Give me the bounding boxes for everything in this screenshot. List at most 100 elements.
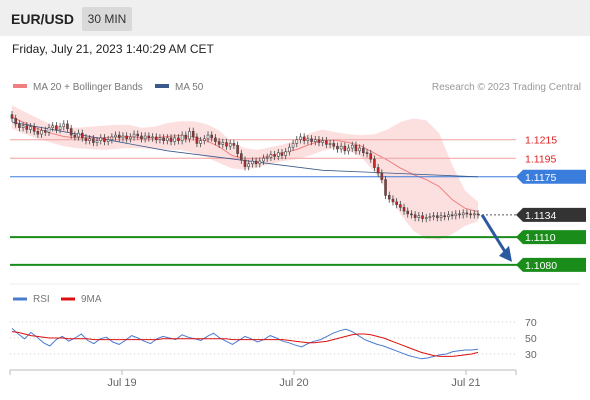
candle-down	[325, 140, 328, 145]
candle-up	[258, 160, 262, 165]
ma50-legend-label: MA 50	[175, 82, 204, 93]
candle-down	[410, 213, 413, 216]
x-tick-label-jul21: Jul 21	[451, 377, 480, 389]
candle-down	[43, 130, 47, 133]
candle-up	[321, 140, 324, 143]
candle-up	[439, 215, 443, 218]
x-tick-label-jul19: Jul 19	[107, 377, 136, 389]
forecast-arrow-head	[499, 245, 512, 262]
ma20-legend-swatch	[13, 84, 27, 88]
candle-up	[188, 131, 191, 140]
candle-up	[173, 137, 177, 142]
candle-down	[80, 132, 84, 139]
candle-down	[376, 167, 380, 174]
candle-down	[380, 172, 384, 180]
header-bar: EUR/USD 30 MIN	[0, 0, 590, 36]
candle-down	[384, 179, 387, 196]
candle-up	[77, 132, 80, 138]
candle-down	[117, 134, 121, 139]
candle-down	[177, 137, 180, 141]
candle-down	[36, 131, 40, 135]
candle-up	[473, 213, 476, 216]
level-labels: 1.1215 1.1195 1.1175 1.1134 1.1110 1.1080	[516, 135, 586, 272]
candle-up	[339, 145, 343, 150]
candle-up	[143, 135, 147, 140]
candle-down	[469, 213, 472, 216]
candle-down	[243, 159, 247, 167]
forecast-arrow-shaft	[480, 214, 509, 256]
candle-up	[347, 147, 350, 152]
candle-down	[336, 145, 339, 150]
level-label-resistance-1215: 1.1215	[525, 135, 557, 147]
candle-down	[273, 154, 276, 157]
candle-down	[214, 137, 217, 142]
candle-up	[299, 136, 302, 141]
candle-down	[391, 198, 395, 203]
candle-down	[354, 144, 358, 152]
candle-up	[62, 123, 66, 128]
candle-down	[103, 137, 106, 142]
candle-down	[450, 214, 454, 217]
rsi-series-9ma	[11, 331, 479, 357]
candle-down	[18, 123, 21, 128]
candle-down	[217, 141, 221, 145]
candle-up	[58, 126, 62, 130]
forecast-arrow	[480, 214, 512, 262]
candle-up	[180, 134, 184, 141]
candle-down	[240, 153, 243, 161]
candle-up	[428, 216, 432, 218]
candle-up	[21, 125, 25, 128]
candle-up	[166, 137, 169, 141]
candle-down	[369, 153, 373, 160]
candle-down	[387, 195, 391, 200]
candle-up	[306, 138, 310, 141]
candle-down	[140, 135, 143, 140]
candle-down	[69, 128, 73, 136]
candle-down	[302, 136, 306, 141]
candle-down	[232, 143, 236, 146]
ma20-legend-label: MA 20 + Bollinger Bands	[33, 82, 143, 93]
candle-down	[136, 133, 140, 137]
candle-up	[247, 163, 250, 167]
candle-down	[236, 144, 239, 154]
bollinger-band-area	[12, 105, 478, 240]
candle-up	[40, 130, 43, 135]
level-label-pivot-1175: 1.1175	[525, 172, 556, 184]
candle-up	[51, 125, 54, 128]
candle-down	[14, 118, 17, 125]
symbol-title: EUR/USD	[11, 11, 75, 27]
level-label-last-1134: 1.1134	[525, 210, 556, 222]
candle-down	[225, 142, 228, 147]
ma50-legend-swatch	[155, 84, 169, 88]
x-tick-label-jul20: Jul 20	[279, 377, 308, 389]
candle-up	[199, 140, 202, 144]
level-tag-support-1110	[516, 230, 586, 245]
candle-down	[55, 125, 58, 130]
candle-down	[465, 212, 469, 215]
candle-down	[476, 213, 480, 216]
rsi-tick-label-30: 30	[525, 349, 537, 361]
timeframe-badge[interactable]: 30 MIN	[82, 7, 132, 31]
candle-up	[291, 143, 295, 148]
candle-down	[365, 152, 369, 154]
candle-down	[162, 137, 165, 141]
candle-up	[417, 215, 421, 218]
candle-down	[184, 134, 188, 140]
candle-up	[114, 134, 117, 138]
candle-down	[395, 201, 398, 205]
candle-up	[95, 140, 99, 143]
candle-down	[254, 160, 258, 165]
candle-down	[125, 135, 128, 140]
level-label-support-1110: 1.1110	[525, 232, 556, 244]
candle-down	[147, 135, 151, 139]
candle-down	[317, 139, 321, 143]
candle-down	[195, 136, 199, 144]
candle-up	[295, 139, 299, 144]
candlesticks	[10, 110, 480, 223]
candle-down	[92, 138, 95, 143]
candle-down	[66, 123, 69, 129]
candle-up	[121, 135, 125, 139]
candle-down	[421, 215, 424, 219]
